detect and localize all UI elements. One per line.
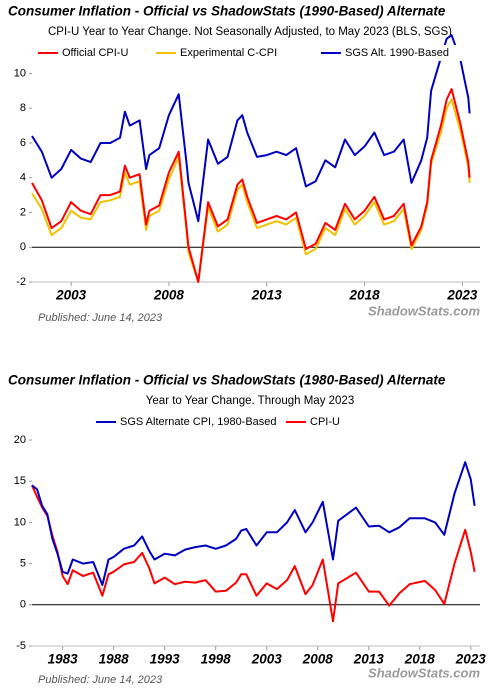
legend-bg [90, 414, 478, 430]
series-line [31, 34, 471, 223]
y-tick-label: -2 [16, 276, 26, 288]
series-line [31, 461, 476, 586]
legend-label: CPI-U [310, 416, 340, 428]
published-note: Published: June 14, 2023 [38, 312, 163, 324]
y-tick-label: 2 [20, 206, 26, 218]
source-mark: ShadowStats.com [368, 303, 480, 318]
x-tick-label: 2003 [55, 288, 87, 303]
x-tick-label: 1993 [150, 652, 181, 667]
y-tick-label: 20 [14, 434, 26, 446]
x-tick-label: 2013 [353, 652, 385, 667]
series-line [31, 98, 471, 283]
chart-subtitle: CPI-U Year to Year Change. Not Seasonall… [48, 26, 452, 38]
x-tick-label: 2013 [251, 288, 283, 303]
y-tick-label: -5 [16, 640, 26, 652]
chart-title: Consumer Inflation - Official vs ShadowS… [8, 373, 446, 388]
x-tick-label: 2018 [349, 288, 381, 303]
y-tick-label: 8 [20, 102, 26, 114]
legend-bg [32, 45, 478, 61]
series-line [31, 88, 471, 283]
y-tick-label: 4 [20, 172, 26, 184]
y-tick-label: 10 [14, 516, 26, 528]
series-line [31, 484, 476, 623]
legend-label: SGS Alternate CPI, 1980-Based [120, 416, 277, 428]
x-tick-label: 1983 [48, 652, 79, 667]
legend-label: SGS Alt. 1990-Based [345, 47, 449, 59]
chart-subtitle: Year to Year Change. Through May 2023 [146, 395, 354, 407]
y-tick-label: 10 [14, 67, 26, 79]
y-tick-label: 0 [20, 241, 26, 253]
legend-label: Experimental C-CPI [180, 47, 277, 59]
x-tick-label: 2008 [153, 288, 185, 303]
chart-title: Consumer Inflation - Official vs ShadowS… [8, 4, 446, 19]
x-tick-label: 1988 [99, 652, 130, 667]
x-tick-label: 2003 [251, 652, 283, 667]
y-tick-label: 0 [20, 599, 26, 611]
x-tick-label: 2023 [446, 288, 478, 303]
x-tick-label: 1998 [201, 652, 232, 667]
source-mark: ShadowStats.com [368, 665, 480, 680]
x-tick-label: 2023 [455, 652, 487, 667]
x-tick-label: 2008 [302, 652, 334, 667]
y-tick-label: 15 [14, 475, 26, 487]
published-note: Published: June 14, 2023 [38, 674, 163, 686]
y-tick-label: 6 [20, 137, 26, 149]
x-tick-label: 2018 [404, 652, 436, 667]
legend-label: Official CPI-U [62, 47, 128, 59]
y-tick-label: 5 [20, 558, 26, 570]
